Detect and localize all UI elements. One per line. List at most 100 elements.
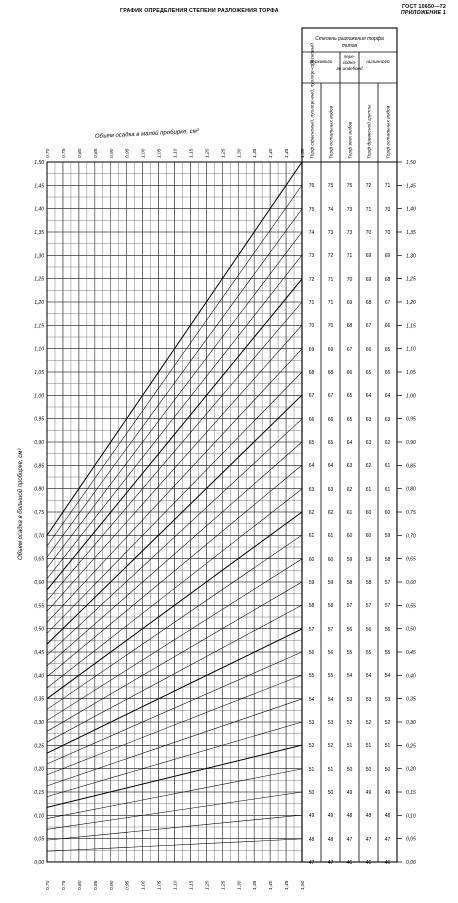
table-value: 73 [309,253,315,259]
right-scale-label: 0,95 [406,417,416,423]
table-value: 47 [328,860,334,866]
right-scale-label: 0,50 [406,627,416,633]
table-value: 72 [328,253,334,259]
table-value: 55 [328,673,334,679]
y-tick-label: 1,40 [34,207,44,213]
fan-line [47,371,302,634]
table-value: 63 [366,417,372,423]
y-tick-label: 0,95 [34,417,44,423]
table-value: 58 [347,580,353,586]
x-tick-label-bottom: 1,15 [188,880,194,890]
x-tick-label-bottom: 0,95 [125,880,131,890]
table-value: 52 [385,720,391,726]
table-value: 51 [309,767,315,773]
x-tick-label-bottom: 0,80 [77,880,83,890]
right-scale-label: 0,30 [406,720,416,726]
table-value: 64 [309,463,315,469]
fan-line [47,698,302,787]
fan-line [47,628,302,754]
x-tick-label-top: 1,15 [188,148,194,158]
fan-line [47,231,302,569]
x-tick-label-top: 1,05 [157,148,163,158]
table-value: 47 [347,837,353,843]
table-value: 49 [309,813,315,819]
fan-line [47,558,302,721]
y-tick-label: 1,30 [34,253,44,259]
x-axis-title: Объем осадка в малой пробирке, см³ [95,128,200,140]
x-tick-label-bottom: 0,85 [93,880,99,890]
x-tick-label-top: 1,30 [236,148,242,158]
table-value: 59 [328,580,334,586]
table-value: 65 [309,440,315,446]
table-value: 56 [385,627,391,633]
table-value: 60 [385,510,391,516]
table-value: 53 [366,697,372,703]
table-value: 62 [309,510,315,516]
table-value: 66 [347,370,353,376]
fan-line [47,278,302,591]
table-value: 71 [385,183,391,189]
table-value: 68 [309,370,315,376]
y-tick-label: 0,70 [34,533,44,539]
fan-line [47,418,302,656]
y-tick-label: 0,30 [34,720,44,726]
y-tick-label: 0,35 [34,697,44,703]
table-value: 64 [347,440,353,446]
table-value: 51 [328,767,334,773]
table-value: 66 [309,417,315,423]
table-value: 64 [328,463,334,469]
table-value: 57 [309,627,315,633]
right-scale-label: 1,00 [406,393,416,399]
x-tick-label-bottom: 1,25 [220,880,226,890]
x-tick-label-top: 0,95 [125,148,131,158]
right-scale-label: 1,20 [406,300,416,306]
table-value: 69 [366,253,372,259]
table-value: 50 [328,790,334,796]
table-value: 71 [328,300,334,306]
table-value: 65 [385,370,391,376]
table-value: 63 [328,487,334,493]
table-value: 66 [385,323,391,329]
right-scale-label: 0,10 [406,813,416,819]
table-value: 73 [347,207,353,213]
table-frame [301,27,398,863]
table-value: 49 [347,790,353,796]
table-value: 46 [347,860,353,866]
fan-line [47,511,302,700]
table-value: 55 [366,650,372,656]
table-group-title: типов [342,43,357,49]
right-scale-label: 0,75 [406,510,416,516]
table-value: 62 [328,510,334,516]
fan-line [47,162,302,536]
table-value: 51 [366,743,372,749]
table-value: 60 [309,557,315,563]
table-value: 49 [385,790,391,796]
y-tick-label: 0,25 [34,743,44,749]
table-value: 64 [385,393,391,399]
fan-line [47,651,302,765]
table-value: 46 [385,860,391,866]
table-value: 61 [385,463,391,469]
right-scale-label: 0,00 [406,860,416,866]
table-value: 56 [309,650,315,656]
table-value: 57 [347,603,353,609]
table-value: 73 [347,230,353,236]
fan-line [47,441,302,667]
table-value: 67 [366,323,372,329]
right-scale-label: 0,85 [406,463,416,469]
right-scale-label: 0,20 [406,767,416,773]
table-value: 60 [366,533,372,539]
table-value: 65 [328,440,334,446]
fan-line [47,348,302,623]
right-scale-label: 1,30 [406,253,416,259]
table-value: 48 [366,813,372,819]
table-value: 52 [309,743,315,749]
fan-line [47,208,302,558]
y-tick-label: 1,25 [34,277,44,283]
table-value: 70 [328,323,334,329]
table-value: 57 [385,580,391,586]
table-value: 69 [328,347,334,353]
table-value: 63 [347,463,353,469]
table-value: 63 [366,440,372,446]
